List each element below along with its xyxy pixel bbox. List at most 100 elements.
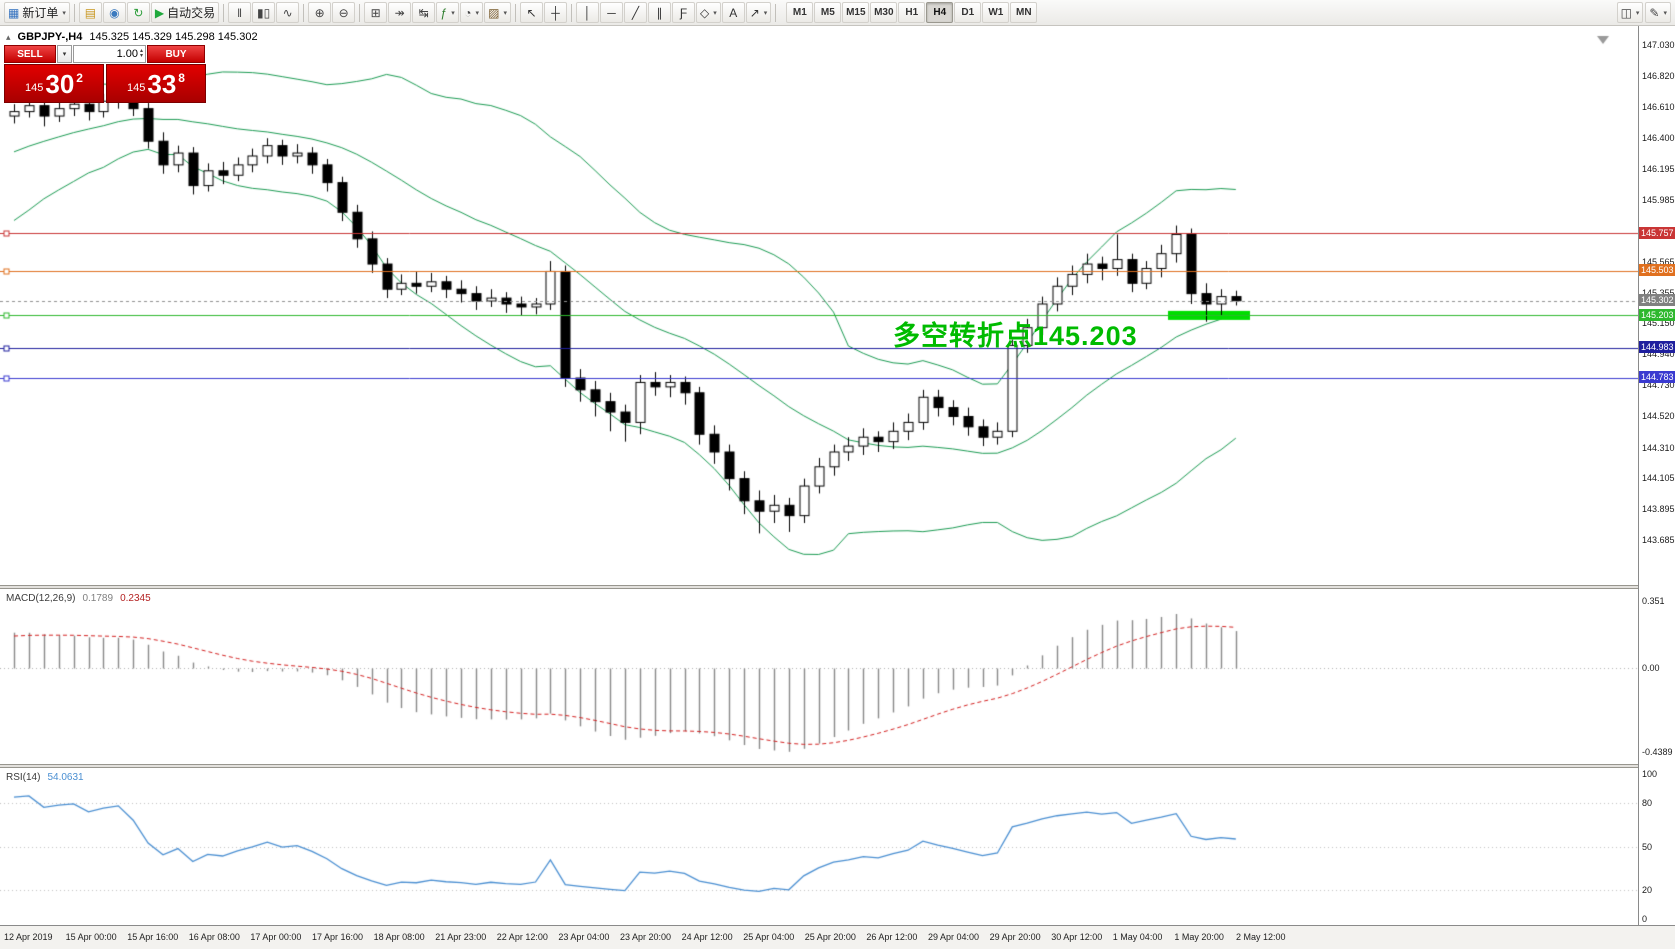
chart-shift-button[interactable]: ↹ — [412, 2, 436, 23]
ohlc-values: 145.325 145.329 145.298 145.302 — [89, 31, 258, 43]
rsi-panel-canvas[interactable] — [0, 768, 1638, 925]
channel-button[interactable]: ∥ — [647, 2, 671, 23]
text-button[interactable]: A — [721, 2, 745, 23]
price-axis-label: 147.030 — [1642, 40, 1675, 50]
timeframe-m30-button[interactable]: M30 — [870, 2, 898, 23]
trade-panel-header: SELL ▾ 1.00 ▴ ▾ BUY — [4, 45, 206, 63]
time-axis-label: 17 Apr 00:00 — [250, 932, 302, 942]
time-axis[interactable]: 12 Apr 2019 15 Apr 00:00 15 Apr 16:00 16 Ap… — [0, 925, 1675, 949]
price-axis-label: 144.940 — [1642, 349, 1675, 360]
candle-chart-icon: ▮▯ — [257, 5, 271, 20]
price-axis[interactable]: 147.030 146.820 146.610 146.400 146.195 145.9… — [1638, 26, 1675, 925]
chart-annotation-text[interactable]: 多空转折点145.203 — [893, 321, 1138, 351]
new-order-button[interactable]: ▦ 新订单 ▾ — [4, 2, 70, 23]
market-watch-button[interactable]: ◉ — [102, 2, 126, 23]
timeframe-m5-button[interactable]: M5 — [814, 2, 842, 23]
timeframe-mn-button[interactable]: MN — [1010, 2, 1038, 23]
zoom-out-icon: ⊖ — [338, 5, 349, 20]
toolbar-separator — [73, 3, 75, 22]
time-axis-label: 29 Apr 04:00 — [928, 932, 980, 942]
buy-price-button[interactable]: 145 33 8 — [106, 64, 206, 103]
price-badge-145.503: 145.503 — [1639, 264, 1675, 277]
time-axis-label: 25 Apr 20:00 — [804, 932, 856, 942]
auto-trading-button[interactable]: ▶ 自动交易 — [150, 2, 220, 23]
line-chart-button[interactable]: ∿ — [276, 2, 300, 23]
charts-button[interactable]: ▤ — [78, 2, 102, 23]
periods-dropdown-icon[interactable]: ▾ — [475, 9, 479, 17]
new-chart-icon: ◫ — [1620, 5, 1632, 20]
timeframe-m15-button[interactable]: M15 — [842, 2, 870, 23]
arrows-button[interactable]: ↗ ▾ — [745, 2, 772, 23]
vertical-line-button[interactable]: │ — [575, 2, 599, 23]
timeframe-w1-button[interactable]: W1 — [982, 2, 1010, 23]
rsi-name: RSI(14) — [6, 772, 41, 783]
shapes-button[interactable]: ◇ ▾ — [695, 2, 721, 23]
zoom-out-button[interactable]: ⊖ — [332, 2, 356, 23]
timeframe-m1-button[interactable]: M1 — [786, 2, 814, 23]
one-click-toggle-icon[interactable]: ▴ — [6, 31, 11, 42]
price-axis-label: 145.985 — [1642, 194, 1675, 205]
refresh-button[interactable]: ↻ — [126, 2, 150, 23]
line-chart-icon: ∿ — [282, 5, 293, 20]
price-axis-label: 145.150 — [1642, 318, 1675, 329]
horizontal-line-icon: ─ — [607, 5, 616, 20]
profiles-dropdown-icon[interactable]: ▾ — [1663, 9, 1667, 17]
time-axis-label: 29 Apr 20:00 — [989, 932, 1041, 942]
bar-chart-button[interactable]: ‖ — [228, 2, 252, 23]
arrows-dropdown-icon[interactable]: ▾ — [763, 9, 768, 17]
panel-separator[interactable] — [0, 764, 1675, 768]
buy-button[interactable]: BUY — [147, 45, 205, 63]
toolbar-right: ◫ ▾ ✎ ▾ — [1616, 2, 1671, 23]
shapes-dropdown-icon[interactable]: ▾ — [713, 9, 717, 17]
sell-price-button[interactable]: 145 30 2 — [4, 64, 104, 103]
rsi-axis-label: 80 — [1642, 798, 1653, 808]
profiles-button[interactable]: ✎ ▾ — [1645, 2, 1671, 23]
timeframe-d1-button[interactable]: D1 — [954, 2, 982, 23]
panel-separator[interactable] — [0, 585, 1675, 589]
toolbar: ▦ 新订单 ▾ ▤ ◉ ↻ ▶ 自动交易 ‖ ▮▯ ∿ ⊕ ⊖ ⊞ ↠ ↹ ƒ ▾ ◔ ▾ ▨ ▾ ↖ ┼ │ ─ ╱ ∥ Ƒ ◇ ▾ A ↗ ▾… — [0, 0, 1675, 26]
new-chart-button[interactable]: ◫ ▾ — [1616, 2, 1644, 23]
main-chart-canvas[interactable] — [0, 26, 1638, 585]
trendline-button[interactable]: ╱ — [623, 2, 647, 23]
one-click-trading-panel: SELL ▾ 1.00 ▴ ▾ BUY 145 30 2 145 33 8 — [4, 45, 206, 103]
timeframe-h4-button[interactable]: H4 — [926, 2, 954, 23]
price-axis-label: 144.105 — [1642, 472, 1675, 483]
macd-panel-canvas[interactable] — [0, 589, 1638, 764]
price-badge-144.983: 144.983 — [1639, 341, 1675, 354]
fibonacci-button[interactable]: Ƒ — [671, 2, 695, 23]
price-axis-label: 144.730 — [1642, 380, 1675, 391]
ask-point: 8 — [178, 70, 185, 85]
zoom-in-button[interactable]: ⊕ — [308, 2, 332, 23]
horizontal-line-button[interactable]: ─ — [599, 2, 623, 23]
templates-button[interactable]: ▨ ▾ — [484, 2, 511, 23]
volume-input[interactable]: 1.00 ▴ ▾ — [73, 45, 146, 63]
zoom-in-icon: ⊕ — [314, 5, 325, 20]
indicators-dropdown-icon[interactable]: ▾ — [451, 9, 455, 17]
chart-symbol-line: ▴ GBPJPY-,H4 145.325 145.329 145.298 145… — [6, 31, 258, 43]
sell-button[interactable]: SELL — [4, 45, 56, 63]
auto-scroll-button[interactable]: ↠ — [388, 2, 412, 23]
arrows-icon: ↗ — [749, 5, 760, 20]
auto-trading-icon: ▶ — [154, 5, 165, 20]
indicators-icon: ƒ — [440, 5, 448, 20]
price-axis-label: 144.520 — [1642, 411, 1675, 422]
templates-dropdown-icon[interactable]: ▾ — [503, 9, 507, 17]
candle-chart-button[interactable]: ▮▯ — [252, 2, 276, 23]
periods-button[interactable]: ◔ ▾ — [460, 2, 484, 23]
bid-point: 2 — [76, 70, 83, 85]
new-chart-dropdown-icon[interactable]: ▾ — [1635, 9, 1640, 17]
volume-spinner[interactable]: ▴ ▾ — [139, 48, 143, 59]
macd-axis-label: -0.4389 — [1642, 747, 1673, 758]
refresh-icon: ↻ — [133, 5, 144, 20]
price-axis-label: 145.355 — [1642, 287, 1675, 298]
timeframe-h1-button[interactable]: H1 — [898, 2, 926, 23]
order-type-dropdown[interactable]: ▾ — [57, 45, 72, 63]
crosshair-button[interactable]: ┼ — [543, 2, 567, 23]
indicators-button[interactable]: ƒ ▾ — [436, 2, 460, 23]
cursor-button[interactable]: ↖ — [519, 2, 543, 23]
time-axis-label: 18 Apr 08:00 — [373, 932, 425, 942]
templates-icon: ▨ — [488, 5, 500, 20]
new-order-dropdown-icon[interactable]: ▾ — [62, 9, 66, 17]
tile-windows-button[interactable]: ⊞ — [364, 2, 388, 23]
